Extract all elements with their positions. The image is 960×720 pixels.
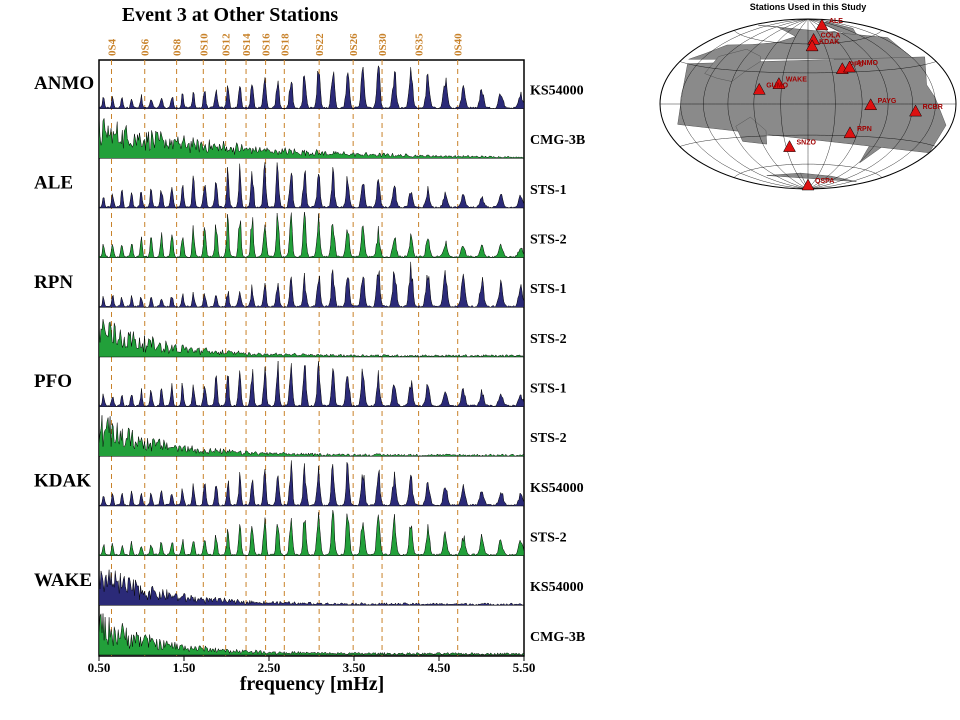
- x-axis-label: frequency [mHz]: [240, 673, 385, 695]
- instrument-label: KS54000: [530, 481, 584, 496]
- instrument-label: STS-2: [530, 332, 567, 347]
- station-name-pfo: PFO: [849, 62, 864, 69]
- instrument-label: STS-1: [530, 183, 567, 198]
- instrument-label: STS-2: [530, 531, 567, 546]
- spectrum-anmo-ks54000: [98, 64, 525, 110]
- map-title: Stations Used in this Study: [750, 2, 867, 12]
- spectrum-pfo-sts-1: [98, 360, 525, 408]
- spectrum-rpn-sts-2: [98, 319, 525, 358]
- station-marker-anmo: [843, 60, 856, 73]
- station-name-cola: COLA: [821, 32, 841, 39]
- longitude-line: [753, 19, 809, 189]
- mode-label-0s30: 0S30: [377, 33, 389, 56]
- mode-label-0s18: 0S18: [279, 33, 291, 56]
- x-tick-label: 5.50: [513, 660, 536, 675]
- station-label-wake: WAKE: [34, 570, 92, 591]
- map-graticule: [660, 19, 956, 189]
- x-tick-label: 4.50: [428, 660, 451, 675]
- station-name-kdak: KDAK: [819, 39, 839, 46]
- station-name-gumo: GUMO: [766, 82, 788, 89]
- station-label-ale: ALE: [34, 173, 73, 194]
- mode-label-0s35: 0S35: [414, 33, 426, 56]
- mode-label-0s12: 0S12: [221, 33, 233, 56]
- longitude-line: [807, 19, 889, 189]
- mode-label-0s10: 0S10: [198, 33, 210, 56]
- instrument-label: CMG-3B: [530, 630, 585, 645]
- longitude-line: [807, 19, 836, 189]
- longitude-line: [727, 19, 809, 189]
- longitude-line: [807, 19, 936, 189]
- spectrum-kdak-ks54000: [98, 460, 525, 507]
- station-label-kdak: KDAK: [34, 471, 91, 492]
- station-marker-snzo: [783, 140, 796, 152]
- station-label-rpn: RPN: [34, 272, 73, 293]
- x-tick-label: 1.50: [173, 660, 196, 675]
- station-marker-qspa: [801, 178, 815, 191]
- station-marker-gumo: [752, 82, 766, 95]
- mode-label-0s4: 0S4: [106, 38, 118, 56]
- instrument-label: CMG-3B: [530, 133, 585, 148]
- spectrum-wake-ks54000: [98, 569, 525, 606]
- instrument-label: STS-2: [530, 431, 567, 446]
- longitude-line: [807, 19, 863, 189]
- mode-label-0s26: 0S26: [348, 33, 360, 56]
- landmass: [735, 116, 767, 145]
- instrument-label: KS54000: [530, 84, 584, 99]
- spectrum-ale-sts-1: [98, 162, 525, 209]
- station-label-anmo: ANMO: [34, 73, 94, 94]
- station-marker-rpn: [843, 126, 857, 139]
- spectrum-anmo-cmg-3b: [98, 115, 525, 159]
- landmass: [766, 172, 857, 189]
- chart-title: Event 3 at Other Stations: [122, 4, 339, 26]
- x-tick-label: 3.50: [343, 660, 366, 675]
- longitude-line: [807, 19, 913, 189]
- spectrum-wake-cmg-3b: [98, 613, 525, 656]
- spectrum-pfo-sts-2: [98, 415, 525, 457]
- station-marker-rcbr: [909, 104, 922, 117]
- station-marker-kdak: [805, 39, 819, 52]
- station-marker-wake: [772, 77, 786, 89]
- station-name-wake: WAKE: [786, 77, 807, 84]
- mode-label-0s6: 0S6: [140, 38, 152, 56]
- station-name-ale: ALE: [829, 18, 843, 25]
- station-name-rpn: RPN: [857, 126, 872, 133]
- spectrum-kdak-sts-2: [98, 509, 525, 557]
- station-name-snzo: SNZO: [797, 140, 817, 147]
- mode-label-0s22: 0S22: [314, 33, 326, 56]
- station-name-anmo: ANMO: [857, 60, 879, 67]
- x-tick-label: 0.50: [88, 660, 111, 675]
- plot-frame: [98, 59, 525, 657]
- station-name-rcbr: RCBR: [923, 104, 943, 111]
- instrument-label: STS-1: [530, 282, 567, 297]
- spectrum-ale-sts-2: [98, 211, 525, 259]
- instrument-label: STS-2: [530, 233, 567, 248]
- station-marker-ale: [815, 18, 829, 31]
- instrument-label: KS54000: [530, 580, 584, 595]
- station-name-qspa: QSPA: [815, 178, 834, 185]
- longitude-line: [680, 19, 809, 189]
- x-tick-label: 2.50: [258, 660, 281, 675]
- spectrum-rpn-sts-1: [98, 261, 525, 308]
- longitude-line: [703, 19, 809, 189]
- station-label-pfo: PFO: [34, 371, 72, 392]
- map-landmasses: [677, 21, 947, 189]
- station-marker-payg: [864, 98, 878, 111]
- spectra-panel: 0S4 0S6 0S8 0S10 0S12 0S14 0S16 0S18 0S22 0S26 0S3…: [34, 33, 585, 675]
- instrument-label: STS-1: [530, 382, 567, 397]
- mode-label-0s40: 0S40: [453, 33, 465, 56]
- longitude-line: [780, 19, 809, 189]
- station-name-payg: PAYG: [878, 98, 897, 105]
- mode-label-0s14: 0S14: [241, 33, 253, 56]
- mode-label-0s16: 0S16: [261, 33, 273, 56]
- mode-label-0s8: 0S8: [172, 38, 184, 56]
